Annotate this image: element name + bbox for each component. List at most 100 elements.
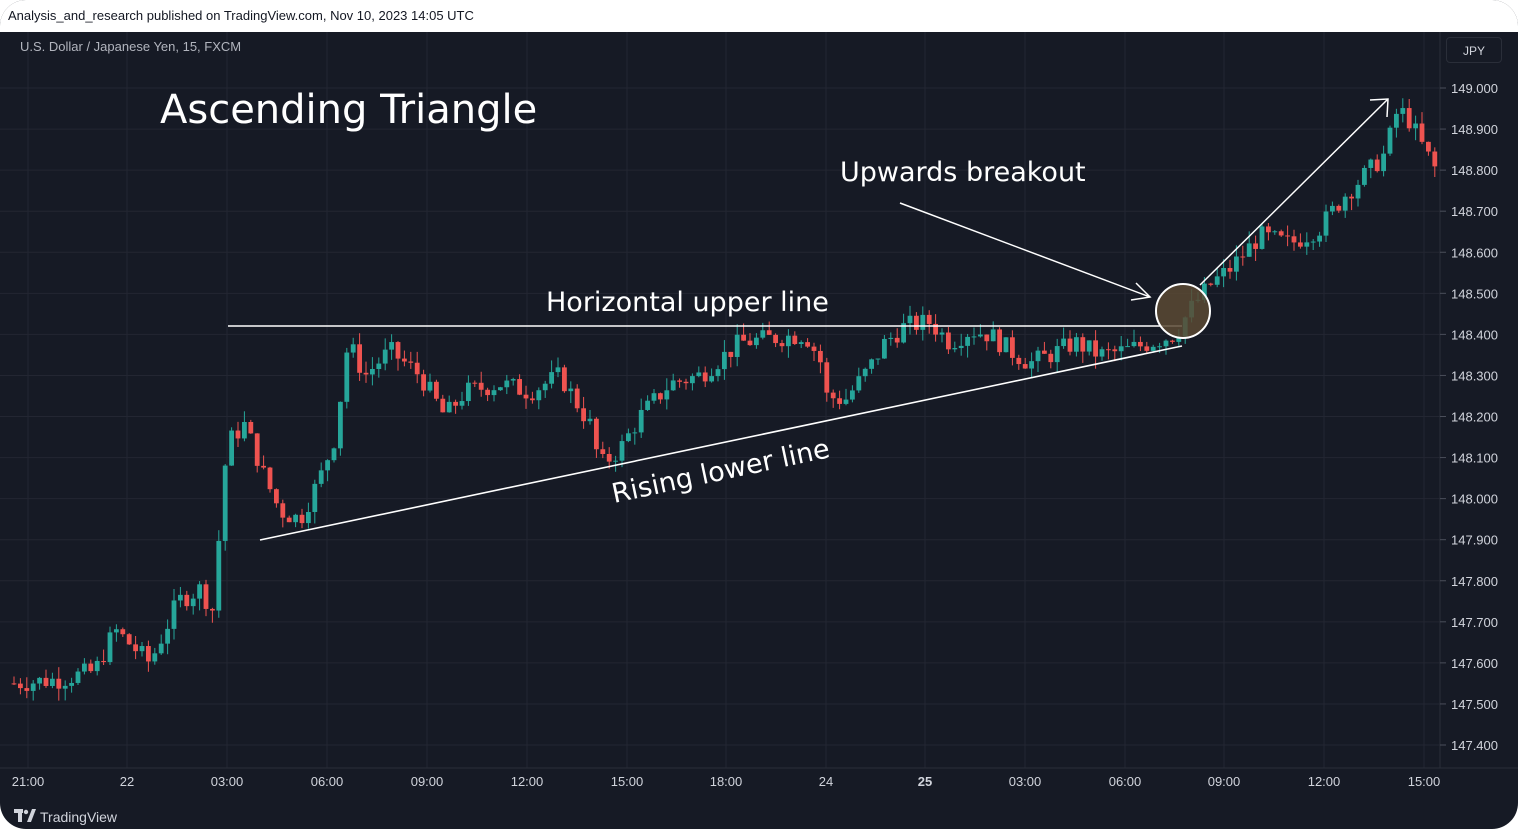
candle [446,395,452,413]
candle-body [158,643,164,654]
candle-body [1413,123,1418,129]
candle-body [1061,338,1066,347]
candle-body [766,330,772,335]
currency-button[interactable]: JPY [1446,37,1502,63]
candle-body [798,342,804,345]
candle-body [1291,236,1297,243]
candle-body [984,334,990,342]
candle [971,327,977,345]
candle [1144,341,1150,354]
candle [216,530,222,618]
candle-body [11,683,17,685]
candle-body [184,594,190,607]
candle [850,385,855,403]
candle-body [325,460,330,471]
candle [274,488,279,508]
candle [1298,233,1303,249]
candle [126,633,132,645]
candle [30,680,36,701]
candle [504,374,510,395]
candle-body [702,372,708,382]
candle-body [645,400,650,410]
candle-body [562,367,567,392]
candle-body [1144,346,1150,351]
candle-body [568,388,574,392]
candle [190,593,196,615]
candle-body [946,332,951,350]
candle-body [293,514,298,523]
candle-body [248,421,254,434]
candle [37,676,42,690]
candle [56,667,62,701]
candle-body [1042,350,1047,354]
candle-body [1342,196,1348,211]
candle-body [523,394,529,399]
annotations: Ascending Triangle Horizontal upper line… [160,87,1389,541]
x-tick-label: 12:00 [511,774,544,789]
candle-body [824,362,830,393]
candle [498,386,503,391]
candle [894,328,900,348]
candle [402,350,407,367]
candle [683,378,689,390]
y-tick-label: 147.600 [1451,656,1498,671]
candle [389,334,394,360]
candle [11,676,17,686]
candle-body [299,514,305,524]
y-tick-label: 148.100 [1451,451,1498,466]
candle-body [18,683,23,689]
candle-body [901,323,906,343]
candle [1387,125,1393,156]
candle-body [933,323,938,335]
candle [888,332,894,346]
candle [549,360,554,389]
candle-body [1253,243,1258,249]
candle-body [1131,341,1137,347]
candle-body [1419,123,1425,142]
candle-body [395,342,401,359]
candle-body [773,334,778,344]
candle [1285,225,1290,247]
candle-body [939,332,945,335]
y-tick-label: 148.500 [1451,286,1498,301]
candle [946,327,951,355]
candle-body [1208,283,1214,285]
candle-body [453,401,458,406]
candle-body [805,342,810,347]
candle-body [1074,337,1079,352]
candle [101,649,106,666]
candle [990,321,996,342]
candle-body [760,330,766,338]
candle [395,341,401,371]
candle [690,373,695,391]
candle [670,373,676,391]
candle-body [1118,346,1124,352]
candle [1355,179,1361,207]
candle [1138,336,1143,352]
candle-body [997,329,1002,353]
candle [318,462,324,488]
candle-body [446,401,452,413]
candle [1214,268,1220,288]
candle [939,328,945,343]
candle-body [350,344,356,353]
candle [792,331,798,346]
candle-body [696,372,702,377]
candle [1080,333,1086,363]
candle-body [114,629,119,633]
x-tick-label: 25 [918,774,932,789]
candle [299,508,305,529]
candle [837,390,842,410]
candle-body [574,388,580,409]
candle-body [1317,235,1322,242]
candle-body [664,390,670,400]
candle [1413,115,1418,141]
candle [440,394,446,413]
candle-body [1387,127,1393,154]
candle [357,333,362,381]
candle [1106,342,1111,360]
candle [1208,282,1214,287]
candle [1362,165,1367,187]
candle [254,433,260,473]
